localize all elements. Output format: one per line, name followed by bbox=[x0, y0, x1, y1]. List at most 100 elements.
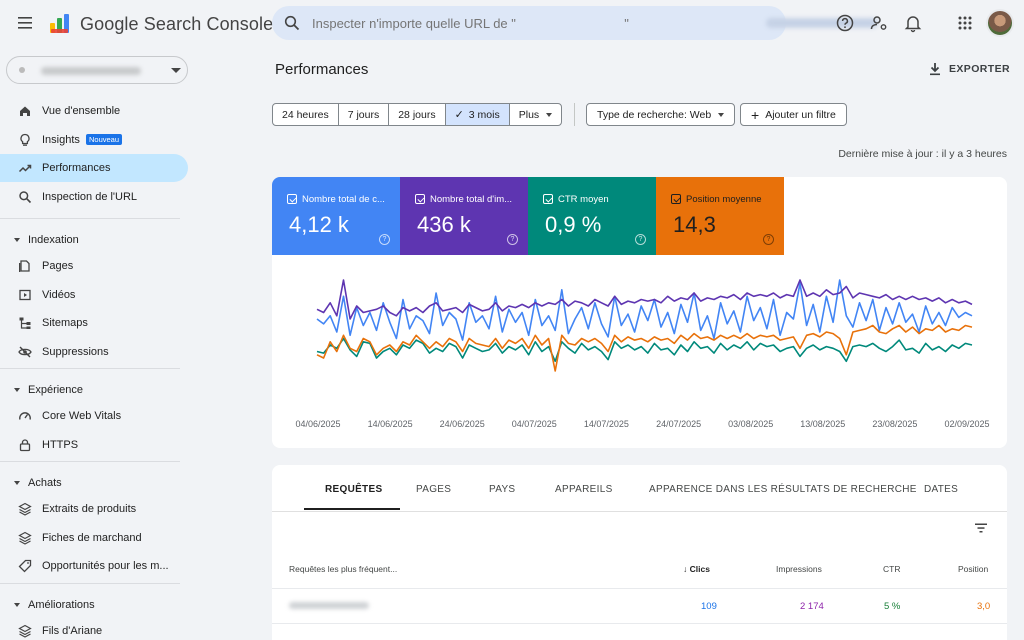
filter-divider bbox=[574, 103, 575, 126]
property-selector[interactable] bbox=[6, 56, 188, 84]
chevron-down-icon bbox=[171, 68, 181, 73]
filter-rows-icon[interactable] bbox=[974, 522, 988, 534]
redacted-domain bbox=[766, 18, 878, 28]
column-header-query[interactable]: Requêtes les plus fréquent... bbox=[289, 564, 398, 574]
column-header-position[interactable]: Position bbox=[958, 564, 989, 574]
tab-devices[interactable]: APPAREILS bbox=[555, 484, 613, 495]
sidebar-item-label: Inspection de l'URL bbox=[42, 190, 138, 203]
help-icon[interactable]: ? bbox=[763, 234, 774, 245]
avatar[interactable] bbox=[986, 9, 1014, 37]
url-inspection-input[interactable] bbox=[312, 13, 712, 33]
sidebar-item-fiches-de-marchand[interactable]: Fiches de marchand bbox=[0, 524, 188, 552]
tab-countries[interactable]: PAYS bbox=[489, 484, 516, 495]
search-type-filter[interactable]: Type de recherche: Web bbox=[586, 103, 736, 126]
sidebar-item-fils-d-ariane[interactable]: Fils d'Ariane bbox=[0, 617, 188, 640]
metric-label: Nombre total de c... bbox=[302, 194, 385, 205]
metric-label: Nombre total d'im... bbox=[430, 194, 513, 205]
app-title: Google Search Console bbox=[80, 14, 274, 34]
metric-average-ctr[interactable]: CTR moyen 0,9 % ? bbox=[528, 177, 656, 255]
sidebar-item-label: Sitemaps bbox=[42, 317, 88, 329]
series-line-impressions bbox=[316, 279, 973, 320]
download-icon bbox=[930, 63, 940, 76]
plus-icon: + bbox=[751, 106, 760, 123]
sidebar-item-https[interactable]: HTTPS bbox=[0, 431, 188, 459]
last-update-text: Dernière mise à jour : il y a 3 heures bbox=[838, 148, 1007, 160]
series-line-ctr bbox=[316, 337, 973, 363]
series-line-position bbox=[316, 324, 973, 372]
sidebar-item-sitemaps[interactable]: Sitemaps bbox=[0, 309, 188, 337]
trending-icon bbox=[18, 164, 32, 173]
sidebar-item-insights[interactable]: Insights Nouveau bbox=[0, 126, 188, 154]
range-label: 7 jours bbox=[347, 108, 380, 121]
sidebar-section-experience[interactable]: Expérience bbox=[0, 378, 188, 402]
checkbox-checked-icon bbox=[543, 194, 553, 204]
tab-queries[interactable]: REQUÊTES bbox=[325, 484, 383, 495]
range-28d[interactable]: 28 jours bbox=[389, 104, 446, 125]
checkbox-checked-icon bbox=[287, 194, 297, 204]
help-icon[interactable] bbox=[835, 13, 855, 33]
user-settings-icon[interactable] bbox=[869, 13, 889, 33]
url-inspection-search[interactable] bbox=[272, 6, 878, 40]
x-axis-tick-label: 23/08/2025 bbox=[872, 419, 917, 429]
menu-icon[interactable] bbox=[16, 14, 36, 32]
header-divider bbox=[272, 588, 1007, 589]
sidebar-section-indexation[interactable]: Indexation bbox=[0, 228, 188, 252]
export-button[interactable]: EXPORTER bbox=[928, 60, 1010, 78]
range-label: 24 heures bbox=[282, 108, 329, 121]
range-3m[interactable]: ✓ 3 mois bbox=[445, 104, 510, 125]
sidebar-item-pages[interactable]: Pages bbox=[0, 252, 188, 280]
tab-dates[interactable]: DATES bbox=[924, 484, 959, 495]
sidebar-item-label: Core Web Vitals bbox=[42, 410, 122, 422]
metric-label: Position moyenne bbox=[686, 194, 762, 205]
range-more[interactable]: Plus bbox=[510, 104, 561, 125]
cell-position: 3,0 bbox=[977, 601, 991, 612]
column-header-clicks[interactable]: ↓ Clics bbox=[683, 564, 710, 574]
sidebar-section-ameliorations[interactable]: Améliorations bbox=[0, 593, 188, 617]
page-title: Performances bbox=[275, 61, 369, 78]
check-icon: ✓ bbox=[454, 109, 464, 121]
apps-grid-icon[interactable] bbox=[955, 13, 975, 33]
sidebar-item-label: Suppressions bbox=[42, 345, 109, 358]
sidebar-item-label: HTTPS bbox=[42, 438, 79, 451]
checkbox-checked-icon bbox=[415, 194, 425, 204]
sidebar-section-achats[interactable]: Achats bbox=[0, 471, 188, 495]
help-icon[interactable]: ? bbox=[379, 234, 390, 245]
sidebar-item-suppressions[interactable]: Suppressions bbox=[0, 338, 188, 366]
dropdown-arrow-icon bbox=[546, 112, 553, 117]
video-icon bbox=[19, 289, 31, 300]
sidebar-item-performances[interactable]: Performances bbox=[0, 154, 188, 182]
range-24h[interactable]: 24 heures bbox=[273, 104, 339, 125]
x-axis-tick-label: 02/09/2025 bbox=[944, 419, 989, 429]
cell-ctr: 5 % bbox=[884, 601, 901, 612]
search-console-logo[interactable] bbox=[48, 12, 72, 36]
sidebar-item-label: Insights bbox=[42, 133, 80, 146]
column-header-impressions[interactable]: Impressions bbox=[776, 564, 822, 574]
sidebar-item-vue-d-ensemble[interactable]: Vue d'ensemble bbox=[0, 97, 188, 125]
performance-line-chart[interactable]: 04/06/2025 14/06/2025 24/06/2025 04/07/2025… bbox=[272, 255, 1007, 448]
column-header-ctr[interactable]: CTR bbox=[883, 564, 901, 574]
export-label: EXPORTER bbox=[949, 63, 1010, 75]
sidebar-item-opportunites-pour-les-m[interactable]: Opportunités pour les m... bbox=[0, 552, 188, 580]
layers-icon bbox=[18, 531, 32, 545]
range-7d[interactable]: 7 jours bbox=[339, 104, 390, 125]
metric-total-clicks[interactable]: Nombre total de c... 4,12 k ? bbox=[272, 177, 400, 255]
sidebar-item-extraits-de-produits[interactable]: Extraits de produits bbox=[0, 495, 188, 523]
collapse-arrow-icon bbox=[14, 602, 20, 607]
sidebar-item-inspection-de-l-url[interactable]: Inspection de l'URL bbox=[0, 183, 188, 211]
layers-icon bbox=[18, 502, 32, 516]
row-divider bbox=[272, 623, 1007, 624]
help-icon[interactable]: ? bbox=[507, 234, 518, 245]
home-icon bbox=[20, 106, 30, 116]
help-icon[interactable]: ? bbox=[635, 234, 646, 245]
sort-descending-icon: ↓ bbox=[683, 564, 688, 574]
metric-average-position[interactable]: Position moyenne 14,3 ? bbox=[656, 177, 784, 255]
x-axis-tick-label: 24/07/2025 bbox=[656, 419, 701, 429]
tab-pages[interactable]: PAGES bbox=[416, 484, 452, 495]
sidebar-item-videos[interactable]: Vidéos bbox=[0, 281, 188, 309]
section-label: Achats bbox=[28, 477, 62, 489]
tab-search-appearance[interactable]: APPARENCE DANS LES RÉSULTATS DE RECHERCH… bbox=[649, 484, 917, 495]
sidebar-item-core-web-vitals[interactable]: Core Web Vitals bbox=[0, 402, 188, 430]
add-filter-button[interactable]: + Ajouter un filtre bbox=[740, 103, 847, 126]
metric-total-impressions[interactable]: Nombre total d'im... 436 k ? bbox=[400, 177, 528, 255]
notifications-icon[interactable] bbox=[903, 13, 923, 33]
